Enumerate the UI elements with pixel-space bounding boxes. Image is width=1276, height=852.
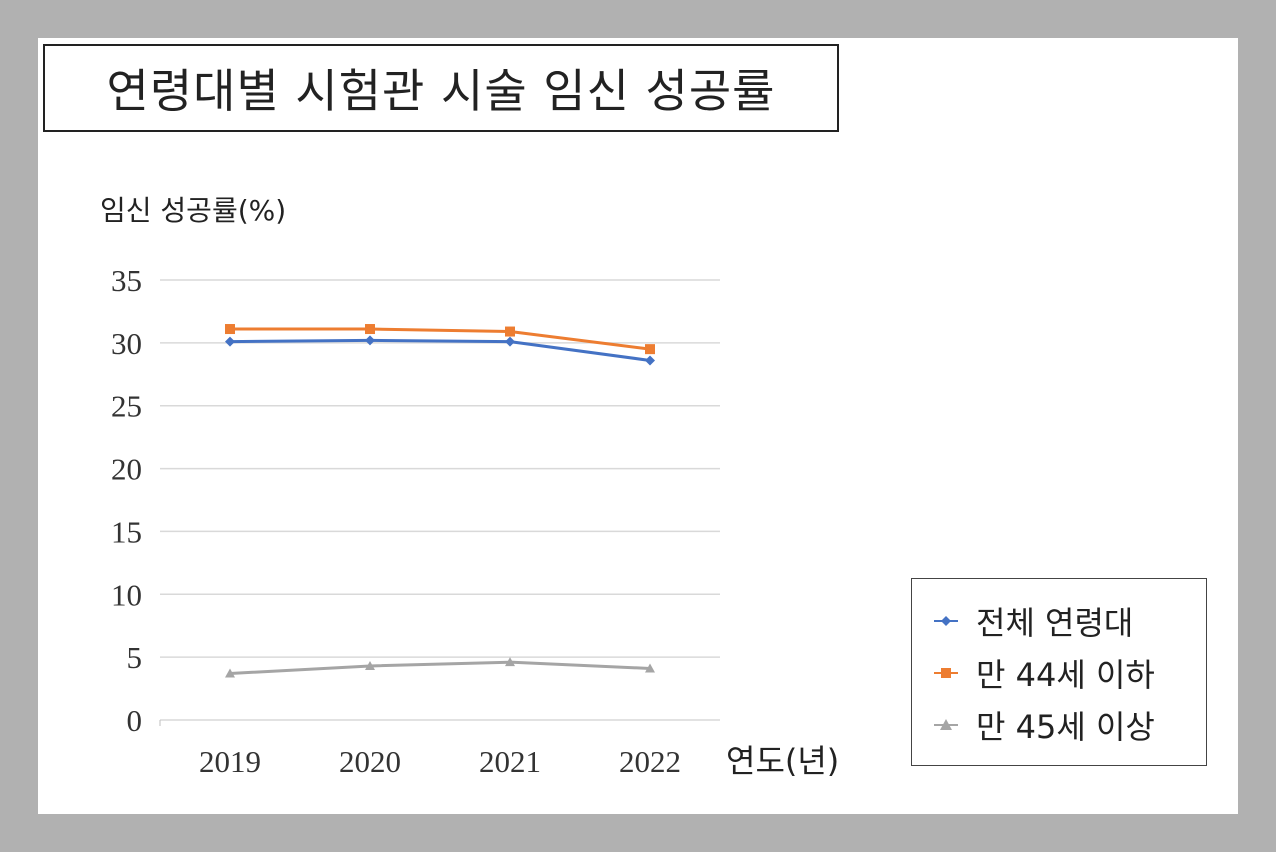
legend-marker-diamond-icon — [926, 606, 966, 636]
data-point — [505, 336, 515, 347]
line-chart: 임신 성공률(%) 0 5 10 15 20 25 30 35 2019 2020 2021 202… — [100, 194, 839, 780]
legend-item-over-45: 만 45세 이상 — [912, 699, 1206, 751]
legend-marker-square-icon — [926, 658, 966, 688]
chart-panel: 연령대별 시험관 시술 임신 성공률 임신 성공률(%) 0 5 10 15 20 25 3… — [38, 38, 1238, 814]
x-tick-label: 2020 — [339, 744, 401, 779]
x-axis-label: 연도(년) — [726, 742, 839, 780]
y-tick-label: 20 — [111, 452, 142, 487]
legend-label-over-45: 만 45세 이상 — [976, 708, 1155, 746]
data-point — [645, 663, 655, 673]
series-line — [229, 660, 651, 675]
series-line — [229, 338, 651, 362]
x-tick-label: 2022 — [619, 744, 681, 779]
y-tick-label: 25 — [111, 389, 142, 424]
data-point — [225, 668, 235, 678]
legend-label-all-ages: 전체 연령대 — [976, 604, 1134, 642]
data-point — [365, 324, 375, 335]
data-point — [645, 344, 655, 355]
series-lines — [225, 324, 655, 678]
x-tick-label: 2019 — [199, 744, 261, 779]
y-tick-label: 10 — [111, 577, 142, 612]
y-tick-label: 0 — [127, 703, 143, 738]
y-tick-label: 5 — [127, 640, 143, 675]
x-tick-labels: 2019 2020 2021 2022 — [199, 744, 681, 779]
y-tick-label: 15 — [111, 514, 142, 549]
data-point — [365, 335, 375, 346]
legend-item-under-44: 만 44세 이하 — [912, 647, 1206, 699]
data-point — [505, 657, 515, 667]
y-axis-label: 임신 성공률(%) — [100, 194, 286, 227]
legend-label-under-44: 만 44세 이하 — [976, 656, 1155, 694]
x-tick-label: 2021 — [479, 744, 541, 779]
y-tick-label: 30 — [111, 326, 142, 361]
chart-title: 연령대별 시험관 시술 임신 성공률 — [43, 44, 839, 132]
data-point — [645, 355, 655, 366]
data-point — [365, 660, 375, 670]
y-tick-label: 35 — [111, 263, 142, 298]
series-line — [230, 327, 651, 351]
y-tick-labels: 0 5 10 15 20 25 30 35 — [111, 263, 142, 738]
legend: 전체 연령대 만 44세 이하 만 45세 이상 — [911, 578, 1207, 766]
data-point — [225, 324, 235, 335]
data-point — [225, 336, 235, 347]
legend-item-all-ages: 전체 연령대 — [912, 595, 1206, 647]
data-point — [505, 326, 515, 337]
legend-marker-triangle-icon — [926, 710, 966, 740]
